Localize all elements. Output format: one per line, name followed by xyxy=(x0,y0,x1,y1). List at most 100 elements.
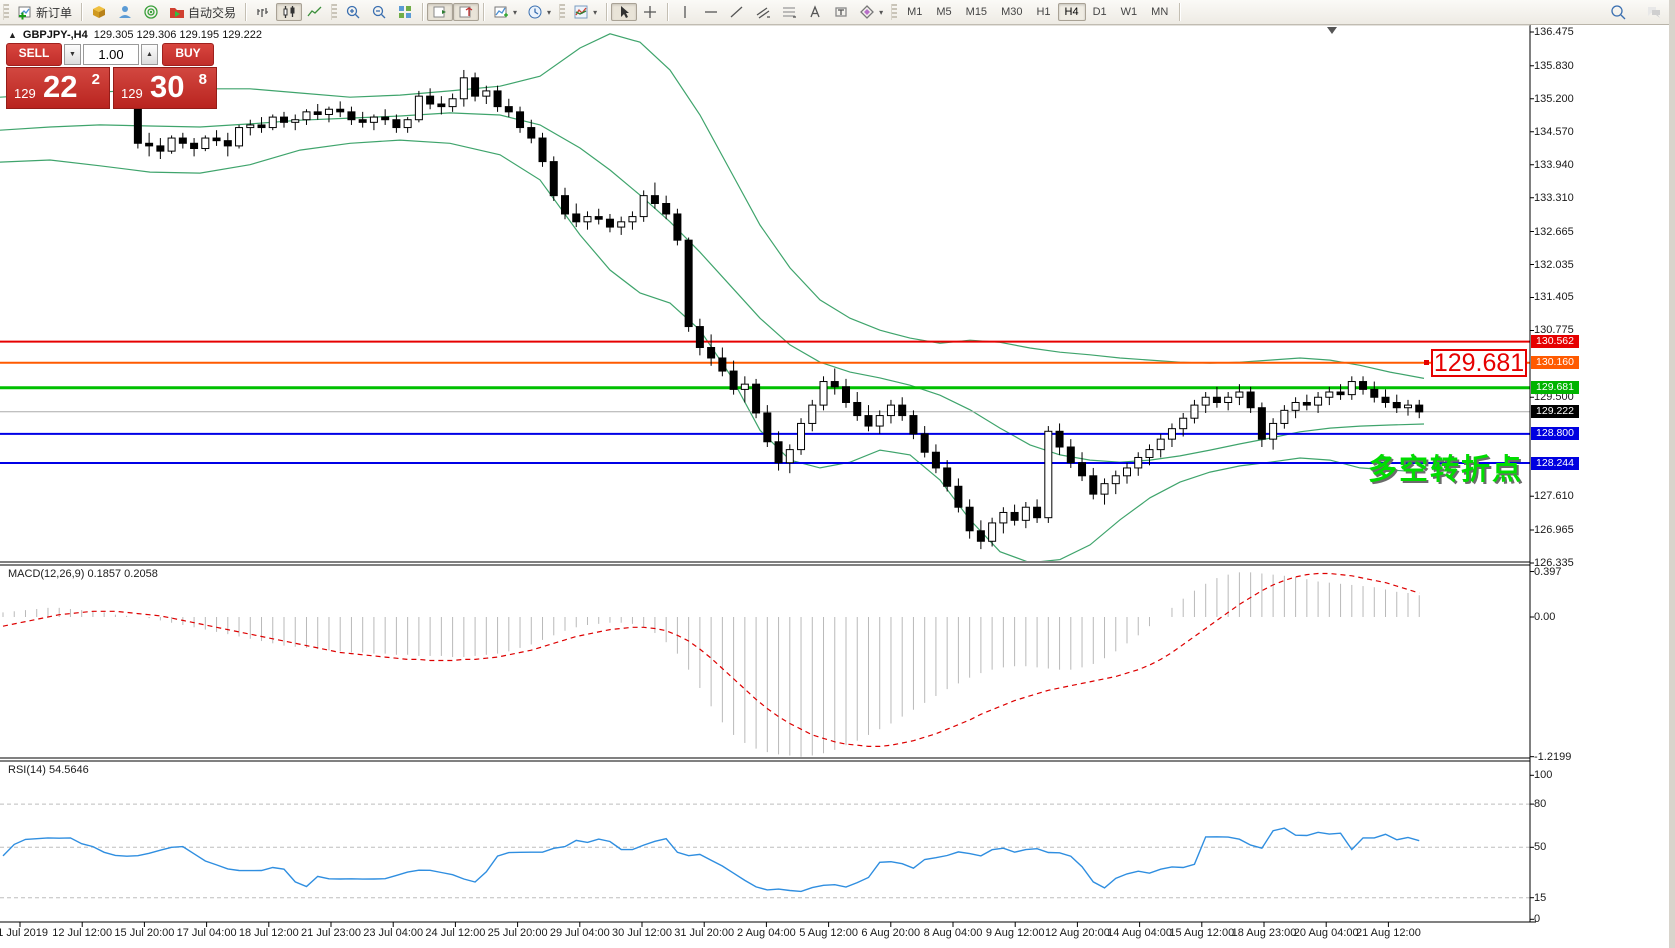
market-icon[interactable] xyxy=(86,3,112,21)
chat-icon[interactable] xyxy=(1641,3,1667,21)
candle-body xyxy=(605,218,614,228)
candle-body xyxy=(594,216,603,220)
zoom-in-icon xyxy=(346,5,360,19)
lot-increase-button[interactable]: ▲ xyxy=(141,44,158,65)
crosshair-button[interactable] xyxy=(637,3,663,21)
toolbar: 新订单 自动交易 ▾ ▾ ▾ ▾ M1 M5 M15 M30 H1 H4 D1 W1 MN xyxy=(0,0,1675,25)
price-callout-label[interactable]: 129.681 xyxy=(1431,349,1527,377)
chart-shift-button[interactable] xyxy=(453,3,480,21)
indicators-button[interactable]: ▾ xyxy=(568,3,602,21)
new-chart-button[interactable]: ▾ xyxy=(488,3,522,21)
sell-button[interactable]: SELL xyxy=(6,43,62,66)
candle-body xyxy=(1235,391,1244,398)
bar-chart-mode-button[interactable] xyxy=(250,3,276,21)
community-icon[interactable] xyxy=(112,3,138,21)
search-icon[interactable] xyxy=(1605,3,1631,21)
candle-body xyxy=(1336,391,1345,396)
signals-icon[interactable] xyxy=(138,3,164,21)
rsi-pane xyxy=(0,803,1530,899)
trade-panel-controls: SELL ▼ ▲ BUY xyxy=(6,43,222,66)
text-button[interactable] xyxy=(802,3,828,21)
price-level-badge-130.160: 130.160 xyxy=(1531,356,1579,370)
candle-body xyxy=(1033,506,1042,519)
timeframe-button-H1[interactable]: H1 xyxy=(1036,6,1051,18)
period-dropdown-button[interactable]: ▾ xyxy=(522,3,556,21)
signal-icon xyxy=(144,5,158,19)
price-level-badge-128.244: 128.244 xyxy=(1531,456,1579,470)
shapes-button[interactable]: ▾ xyxy=(854,3,888,21)
candle-body xyxy=(662,202,671,215)
zoom-out-button[interactable] xyxy=(366,3,392,21)
timeframe-button-MN[interactable]: MN xyxy=(1151,6,1169,18)
horizontal-line-button[interactable] xyxy=(698,3,724,21)
price-tick-133.310: 133.310 xyxy=(1534,191,1574,204)
buy-button[interactable]: BUY xyxy=(162,43,214,66)
auto-scroll-button[interactable] xyxy=(427,3,454,21)
buy-price-box[interactable]: 129 30 8 xyxy=(113,67,217,109)
toolbar-separator xyxy=(483,3,485,21)
tile-windows-button[interactable] xyxy=(392,3,418,21)
bollinger-lower xyxy=(0,139,1425,561)
time-tick-label: 5 Aug 12:00 xyxy=(799,927,858,939)
line-chart-mode-button[interactable] xyxy=(302,3,328,21)
candle-body xyxy=(965,506,974,532)
price-tick-132.665: 132.665 xyxy=(1534,225,1574,238)
candle-body xyxy=(527,127,536,139)
lot-decrease-button[interactable]: ▼ xyxy=(64,44,81,65)
timeframe-button-M15[interactable]: M15 xyxy=(965,6,988,18)
candle-body xyxy=(1257,407,1266,440)
channel-button[interactable] xyxy=(750,3,776,21)
time-tick-label: 17 Jul 04:00 xyxy=(176,927,237,939)
text-label-button[interactable] xyxy=(828,3,854,21)
candle-body xyxy=(1190,404,1199,419)
rsi-tick-15: 15 xyxy=(1534,891,1547,904)
sell-price-box[interactable]: 129 22 2 xyxy=(6,67,110,109)
autotrading-button[interactable]: 自动交易 xyxy=(164,3,241,21)
callout-anchor xyxy=(1424,360,1429,365)
candle-body xyxy=(898,404,907,417)
turning-point-note[interactable]: 多空转折点 xyxy=(1368,454,1524,486)
candle-body xyxy=(1111,475,1120,485)
price-tick-131.405: 131.405 xyxy=(1534,291,1574,304)
candle-body xyxy=(1325,391,1334,398)
candle-body xyxy=(561,195,569,215)
new-order-button[interactable]: 新订单 xyxy=(12,3,77,21)
cursor-icon xyxy=(621,6,630,18)
candle-body xyxy=(785,449,794,464)
dropdown-caret-icon: ▾ xyxy=(547,7,552,17)
candle-body xyxy=(336,108,345,113)
time-tick-label: 12 Aug 20:00 xyxy=(1044,927,1110,939)
dropdown-caret-icon: ▾ xyxy=(513,7,518,17)
time-tick-label: 12 Jul 12:00 xyxy=(52,927,113,939)
chart-shift-marker xyxy=(1327,27,1337,34)
timeframe-button-M1[interactable]: M1 xyxy=(907,6,923,18)
price-tick-135.200: 135.200 xyxy=(1534,92,1574,105)
time-tick-label: 18 Aug 23:00 xyxy=(1231,927,1297,939)
timeframe-button-W1[interactable]: W1 xyxy=(1120,6,1138,18)
fibonacci-button[interactable] xyxy=(776,3,802,21)
vertical-line-button[interactable] xyxy=(672,3,698,21)
candle-body xyxy=(459,77,468,100)
sell-price-main: 22 xyxy=(43,69,78,104)
rsi-line xyxy=(2,827,1420,893)
candle-body xyxy=(1404,404,1412,409)
lot-size-input[interactable] xyxy=(83,44,139,65)
candle-body xyxy=(752,383,761,414)
toolbar-groups: 新订单 自动交易 ▾ ▾ ▾ ▾ M1 M5 M15 M30 H1 H4 D1 W1 MN xyxy=(0,3,1184,21)
candle-body xyxy=(313,111,322,115)
collapse-panel-icon[interactable]: ▲ xyxy=(8,30,17,40)
timeframe-button-M5[interactable]: M5 xyxy=(936,6,952,18)
price-tick-126.335: 126.335 xyxy=(1534,556,1574,569)
cursor-button[interactable] xyxy=(611,3,638,21)
timeframe-button-H4[interactable]: H4 xyxy=(1057,3,1086,21)
candle-chart-mode-button[interactable] xyxy=(276,3,303,21)
zoom-in-button[interactable] xyxy=(340,3,366,21)
candle-body xyxy=(1201,396,1210,406)
hline-icon xyxy=(705,11,718,13)
timeframe-button-M30[interactable]: M30 xyxy=(1001,6,1023,18)
candle-body xyxy=(1179,417,1188,430)
timeframe-button-D1[interactable]: D1 xyxy=(1092,6,1107,18)
dropdown-caret-icon: ▾ xyxy=(593,7,598,17)
trendline-button[interactable] xyxy=(724,3,750,21)
